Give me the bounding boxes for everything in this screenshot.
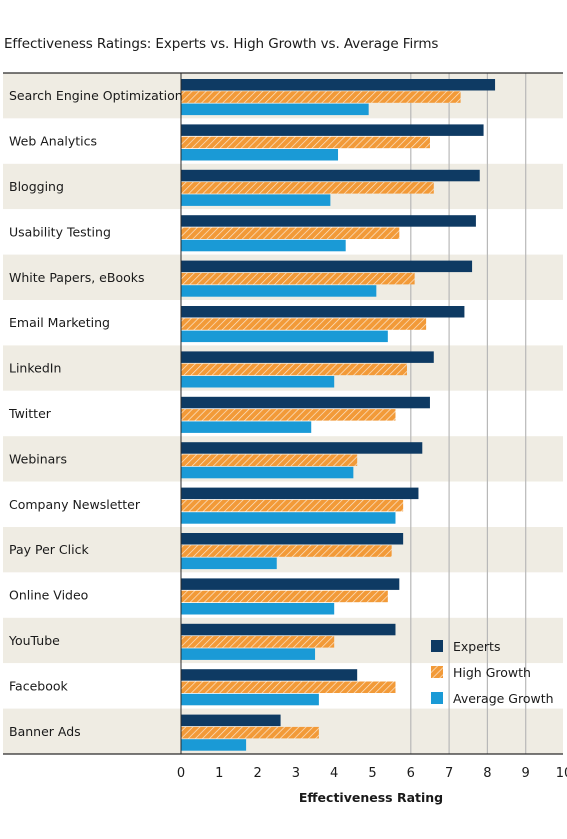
- legend-label: Experts: [453, 639, 500, 654]
- legend-label: High Growth: [453, 665, 531, 680]
- x-tick-label: 10: [556, 766, 567, 781]
- x-tick-label: 1: [215, 766, 223, 781]
- bar-high-growth: [181, 272, 415, 285]
- legend-swatch: [431, 666, 443, 678]
- category-label: Search Engine Optimization: [9, 88, 183, 103]
- x-tick-label: 6: [407, 766, 415, 781]
- bar-experts: [181, 351, 434, 363]
- x-tick-label: 4: [330, 766, 338, 781]
- bar-average-growth: [181, 285, 377, 297]
- category-label: LinkedIn: [9, 361, 61, 376]
- bar-high-growth: [181, 726, 319, 739]
- category-label: Webinars: [9, 451, 67, 466]
- bar-average-growth: [181, 466, 354, 479]
- category-label: Usability Testing: [9, 224, 111, 239]
- category-label: Pay Per Click: [9, 542, 89, 557]
- category-label: YouTube: [8, 633, 60, 648]
- legend-swatch: [431, 692, 443, 704]
- chart-title: Effectiveness Ratings: Experts vs. High …: [4, 36, 439, 52]
- legend-label: Average Growth: [453, 691, 554, 706]
- bar-experts: [181, 215, 476, 227]
- category-label: Banner Ads: [9, 724, 81, 739]
- bar-high-growth: [181, 409, 396, 421]
- bar-average-growth: [181, 739, 247, 751]
- bar-average-growth: [181, 648, 316, 660]
- category-label: Facebook: [9, 678, 68, 693]
- bar-high-growth: [181, 182, 434, 194]
- bar-experts: [181, 306, 465, 318]
- bar-high-growth: [181, 545, 392, 557]
- x-tick-label: 5: [368, 766, 376, 781]
- category-label: Twitter: [8, 406, 52, 421]
- bar-high-growth: [181, 318, 427, 330]
- bar-average-growth: [181, 557, 277, 570]
- bar-high-growth: [181, 91, 461, 103]
- bar-experts: [181, 623, 396, 636]
- bars: [181, 79, 496, 751]
- bar-experts: [181, 714, 281, 727]
- category-label: Company Newsletter: [9, 497, 141, 512]
- category-labels: Search Engine Optimization Web Analytics B…: [8, 88, 183, 739]
- x-tick-label: 9: [522, 766, 530, 781]
- bar-average-growth: [181, 194, 331, 206]
- bar-experts: [181, 79, 496, 91]
- tick-labels: 0 1 2 3 4 5 6 7 8 9 10: [177, 766, 567, 781]
- category-label: Online Video: [9, 588, 88, 603]
- bar-average-growth: [181, 103, 369, 116]
- bar-high-growth: [181, 454, 358, 466]
- bar-high-growth: [181, 636, 335, 648]
- bar-average-growth: [181, 149, 339, 161]
- bar-high-growth: [181, 590, 388, 603]
- bar-experts: [181, 396, 430, 409]
- bar-high-growth: [181, 363, 407, 376]
- bar-experts: [181, 169, 480, 182]
- bar-experts: [181, 669, 358, 681]
- category-label: White Papers, eBooks: [9, 270, 145, 285]
- category-label: Web Analytics: [9, 134, 97, 149]
- category-label: Blogging: [9, 179, 64, 194]
- legend: Experts High Growth Average Growth: [431, 639, 554, 706]
- bar-high-growth: [181, 499, 404, 512]
- bar-average-growth: [181, 330, 388, 343]
- bar-experts: [181, 533, 404, 545]
- bar-experts: [181, 487, 419, 500]
- category-label: Email Marketing: [9, 315, 110, 330]
- legend-swatch: [431, 640, 443, 652]
- x-tick-label: 7: [445, 766, 453, 781]
- bar-experts: [181, 578, 400, 590]
- x-tick-label: 3: [292, 766, 300, 781]
- bar-high-growth: [181, 227, 400, 239]
- x-tick-label: 0: [177, 766, 185, 781]
- axes: [3, 72, 563, 755]
- bar-average-growth: [181, 693, 319, 706]
- x-axis-title: Effectiveness Rating: [299, 790, 443, 805]
- bar-average-growth: [181, 239, 346, 252]
- bar-average-growth: [181, 421, 312, 433]
- bar-average-growth: [181, 603, 335, 615]
- x-tick-label: 8: [483, 766, 491, 781]
- bar-average-growth: [181, 376, 335, 388]
- bar-average-growth: [181, 512, 396, 524]
- bar-experts: [181, 442, 423, 454]
- x-tick-label: 2: [253, 766, 261, 781]
- bar-experts: [181, 124, 484, 136]
- bar-experts: [181, 260, 473, 273]
- bar-high-growth: [181, 136, 430, 149]
- bar-high-growth: [181, 681, 396, 693]
